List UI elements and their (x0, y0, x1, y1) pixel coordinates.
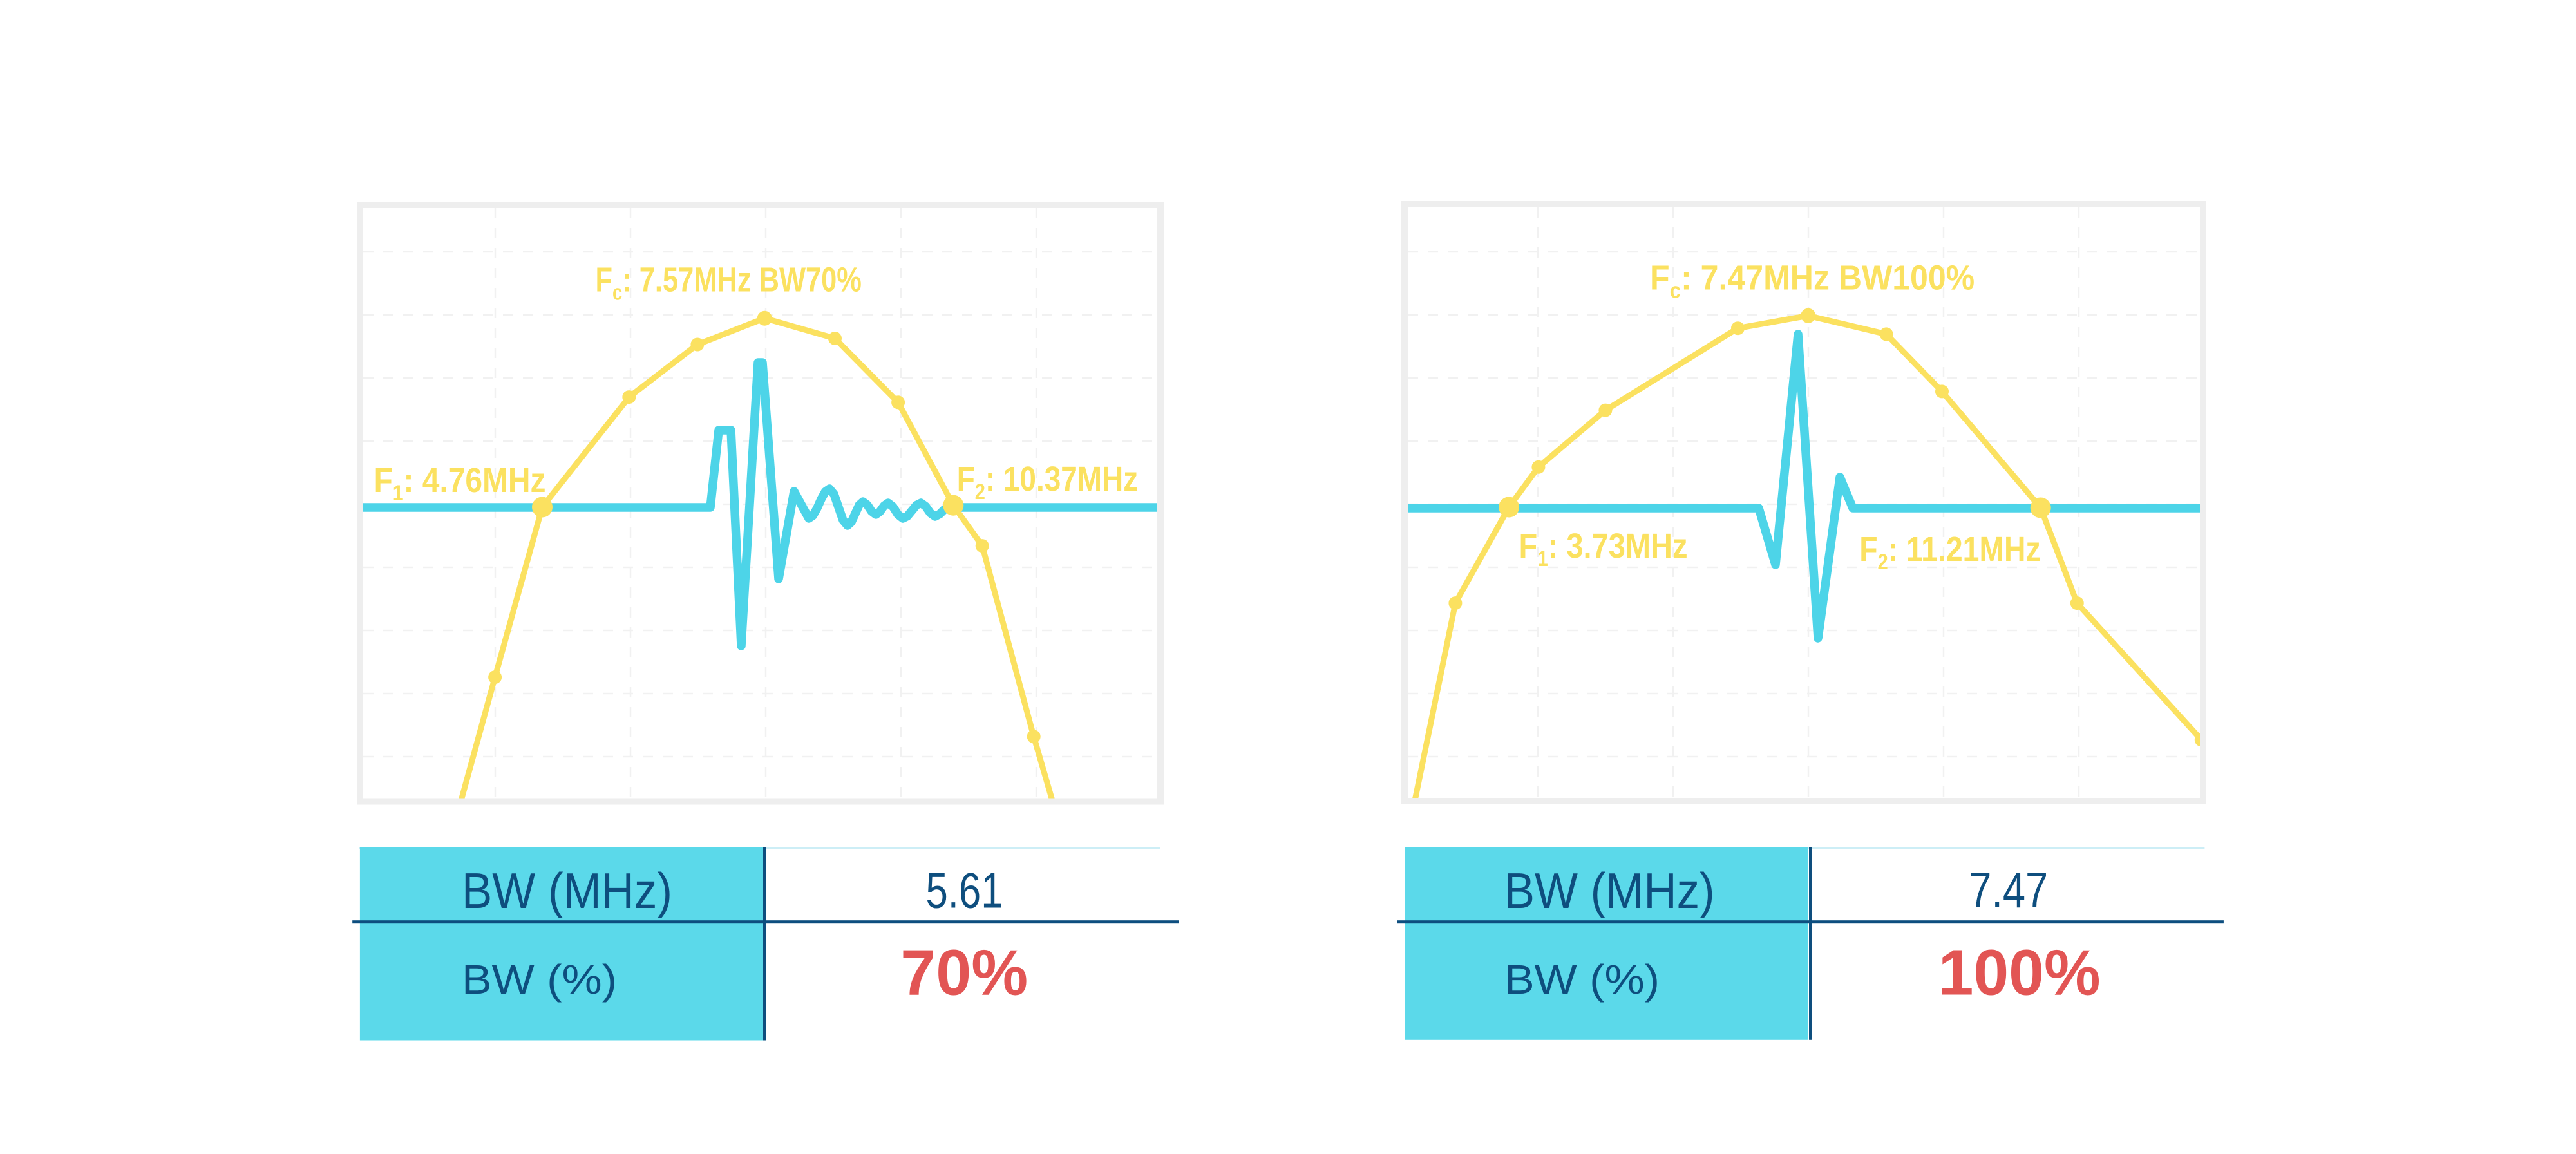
svg-text:70%: 70% (900, 937, 1028, 1009)
svg-text:5.61: 5.61 (926, 862, 1003, 918)
svg-text:Fc: 7.57MHz BW70%: Fc: 7.57MHz BW70% (596, 260, 862, 305)
svg-text:Fc: 7.47MHz BW100%: Fc: 7.47MHz BW100% (1650, 258, 1975, 303)
svg-text:7.47: 7.47 (1969, 862, 2048, 918)
svg-text:F2: 11.21MHz: F2: 11.21MHz (1859, 530, 2041, 574)
svg-text:F1: 4.76MHz: F1: 4.76MHz (374, 461, 546, 506)
svg-text:BW (%): BW (%) (1504, 956, 1660, 1003)
svg-text:F1: 3.73MHz: F1: 3.73MHz (1519, 527, 1688, 571)
svg-text:BW (MHz): BW (MHz) (462, 862, 672, 919)
svg-text:BW (%): BW (%) (462, 956, 617, 1003)
svg-text:BW (MHz): BW (MHz) (1504, 862, 1715, 919)
svg-text:F2: 10.37MHz: F2: 10.37MHz (957, 460, 1139, 504)
svg-text:100%: 100% (1938, 936, 2101, 1008)
